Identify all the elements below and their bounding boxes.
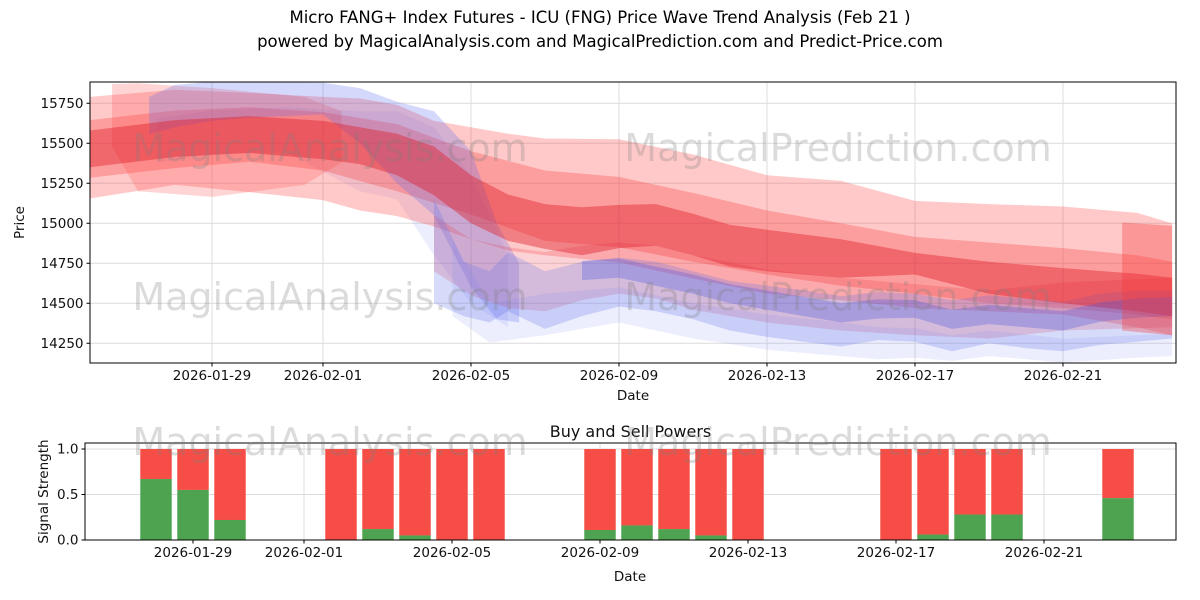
buy-bar-2026-02-03 bbox=[362, 529, 394, 540]
sell-bar-2026-01-28 bbox=[140, 449, 172, 480]
sell-bar-2026-02-19 bbox=[954, 449, 986, 515]
ytick-label: 15750 bbox=[41, 96, 84, 112]
ytick-label: 14250 bbox=[41, 336, 84, 352]
buy-bar-2026-02-04 bbox=[399, 535, 431, 540]
sell-bar-2026-02-03 bbox=[362, 449, 394, 530]
xtick-label: 2026-02-13 bbox=[728, 368, 806, 384]
sell-bar-2026-02-17 bbox=[880, 449, 912, 540]
wave-bands bbox=[90, 82, 1173, 363]
figure-header: Micro FANG+ Index Futures - ICU (FNG) Pr… bbox=[0, 6, 1200, 54]
buy-bar-2026-02-19 bbox=[954, 514, 986, 540]
price-chart: 15750 15500 15250 15000 14750 14500 14250 2026-… bbox=[12, 81, 1177, 404]
band-red-outer-envelope bbox=[90, 89, 1173, 336]
sell-bar-2026-02-18 bbox=[917, 449, 949, 535]
xtick-label: 2026-02-13 bbox=[709, 545, 787, 561]
ytick-label: 0.5 bbox=[57, 487, 78, 503]
band-red-mid-band bbox=[90, 107, 1173, 320]
figure-title: Micro FANG+ Index Futures - ICU (FNG) Pr… bbox=[289, 8, 911, 27]
ytick-label: 0.0 bbox=[57, 533, 78, 549]
band-blue-underlay-early bbox=[156, 107, 508, 328]
buy-bar-2026-02-12 bbox=[695, 535, 727, 540]
buy-bar-2026-02-23 bbox=[1102, 498, 1134, 540]
ytick-label: 1.0 bbox=[57, 442, 78, 458]
buy-bar-2026-01-28 bbox=[140, 479, 172, 540]
y-axis-label-price: Price bbox=[12, 206, 28, 239]
xtick-label: 2026-02-21 bbox=[1005, 545, 1083, 561]
band-red-lower-band bbox=[434, 215, 1173, 339]
buy-bar-2026-02-20 bbox=[991, 514, 1023, 540]
signal-chart-title: Buy and Sell Powers bbox=[550, 422, 712, 441]
xtick-label: 2026-02-01 bbox=[284, 368, 362, 384]
band-blue-pale-dips bbox=[452, 239, 1173, 363]
ytick-label: 15250 bbox=[41, 176, 84, 192]
band-red-dark-core bbox=[90, 116, 1173, 317]
xtick-label: 2026-02-17 bbox=[857, 545, 935, 561]
sell-bar-2026-02-13 bbox=[732, 449, 764, 540]
band-blue-top-band-dive bbox=[149, 82, 520, 323]
figure-subtitle: powered by MagicalAnalysis.com and Magic… bbox=[257, 32, 943, 51]
xtick-label: 2026-02-09 bbox=[580, 368, 658, 384]
band-red-tilted-quad-early bbox=[112, 83, 342, 197]
xtick-label: 2026-01-29 bbox=[173, 368, 251, 384]
xtick-label: 2026-02-21 bbox=[1024, 368, 1102, 384]
sell-bar-2026-02-06 bbox=[473, 449, 505, 540]
buy-bar-2026-02-10 bbox=[621, 525, 653, 540]
band-blue-dark-core bbox=[582, 258, 1173, 331]
signal-chart: 1.0 0.5 0.0 2026-01-29 2026-02-01 2026-02-05 2… bbox=[36, 422, 1177, 585]
buy-bar-2026-02-18 bbox=[917, 534, 949, 540]
sell-bar-2026-02-10 bbox=[621, 449, 653, 526]
xtick-label: 2026-02-05 bbox=[413, 545, 491, 561]
sell-bar-2026-02-02 bbox=[325, 449, 357, 540]
xtick-label: 2026-02-09 bbox=[561, 545, 639, 561]
sell-bar-2026-02-23 bbox=[1102, 449, 1134, 499]
sell-bar-2026-02-20 bbox=[991, 449, 1023, 515]
xtick-label: 2026-01-29 bbox=[154, 545, 232, 561]
sell-bar-2026-02-09 bbox=[584, 449, 616, 530]
plot-border bbox=[89, 81, 1177, 364]
ytick-label: 14500 bbox=[41, 296, 84, 312]
x-axis-label-date: Date bbox=[614, 569, 646, 585]
plot-border bbox=[84, 442, 1177, 541]
ytick-label: 15500 bbox=[41, 136, 84, 152]
sell-bar-2026-02-11 bbox=[658, 449, 690, 530]
band-red-right-quad bbox=[1122, 222, 1173, 336]
buy-bar-2026-02-11 bbox=[658, 529, 690, 540]
buy-bar-2026-01-29 bbox=[177, 489, 209, 540]
buy-bar-2026-01-30 bbox=[214, 519, 246, 540]
sell-bar-2026-02-12 bbox=[695, 449, 727, 536]
xtick-label: 2026-02-17 bbox=[876, 368, 954, 384]
buy-bar-2026-02-09 bbox=[584, 529, 616, 540]
ytick-label: 15000 bbox=[41, 216, 84, 232]
sell-bar-2026-01-29 bbox=[177, 449, 209, 490]
sell-bar-2026-02-05 bbox=[436, 449, 468, 540]
sell-bar-2026-01-30 bbox=[214, 449, 246, 520]
y-axis-label-signal-strength: Signal Strength bbox=[36, 439, 52, 543]
x-axis-label-date: Date bbox=[617, 388, 649, 404]
band-blue-lower-wavy bbox=[434, 199, 1173, 352]
xtick-label: 2026-02-05 bbox=[432, 368, 510, 384]
ytick-label: 14750 bbox=[41, 256, 84, 272]
xtick-label: 2026-02-01 bbox=[265, 545, 343, 561]
sell-bar-2026-02-04 bbox=[399, 449, 431, 536]
